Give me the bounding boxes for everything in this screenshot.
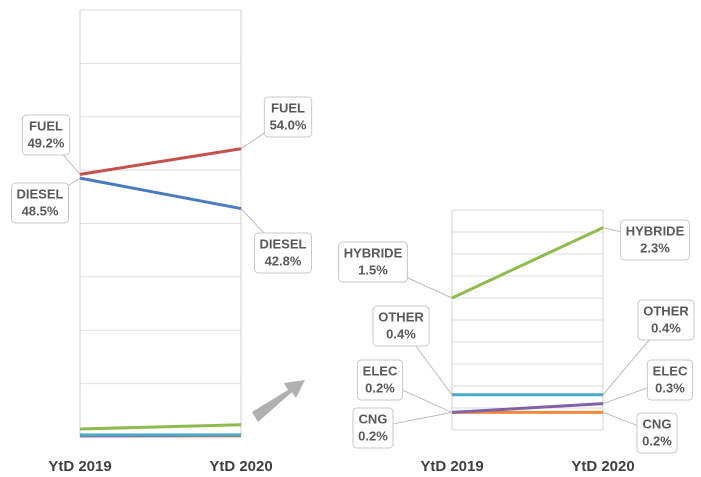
label-box [636,412,678,454]
data-label: CNG 0.2% [352,407,394,449]
series-line [79,176,242,211]
label-box [10,182,70,224]
series-name: CNG [643,416,672,431]
value-label: 0.3% [655,380,685,395]
data-label: FUEL 49.2% [21,114,71,156]
data-label: ELEC 0.2% [356,359,404,401]
label-box [21,114,71,156]
series-name: FUEL [29,118,63,133]
label-box [637,299,695,341]
value-label: 0.2% [642,433,672,448]
data-label: DIESEL 42.8% [253,232,313,274]
series-name: ELEC [363,363,398,378]
arrow [252,380,305,422]
label-box [263,96,313,138]
data-label: OTHER 0.4% [637,299,695,341]
value-label: 1.5% [358,262,388,277]
value-label: 0.4% [651,320,681,335]
series-line [451,402,604,414]
label-box [253,232,313,274]
x-tick-label: YtD 2019 [48,458,111,475]
label-box [620,219,690,261]
data-label: CNG 0.2% [636,412,678,454]
series-line [451,226,604,300]
x-tick-label: YtD 2020 [209,458,272,475]
label-box [338,241,408,283]
series-name: DIESEL [260,236,307,251]
value-label: 0.4% [386,326,416,341]
series-line [79,147,242,176]
value-label: 49.2% [28,135,65,150]
label-box [352,407,394,449]
series-name: HYBRIDE [626,223,685,238]
series-name: DIESEL [17,186,64,201]
data-label: HYBRIDE 1.5% [338,241,408,283]
series-name: ELEC [653,363,688,378]
series-name: HYBRIDE [344,245,403,260]
label-box [646,359,694,401]
series-name: OTHER [643,303,689,318]
x-tick-label: YtD 2019 [420,458,483,475]
data-label: DIESEL 48.5% [10,182,70,224]
value-label: 54.0% [270,117,307,132]
data-label: FUEL 54.0% [263,96,313,138]
value-label: 0.2% [365,380,395,395]
value-label: 2.3% [640,240,670,255]
series-name: CNG [359,411,388,426]
label-box [356,359,404,401]
data-label: ELEC 0.3% [646,359,694,401]
label-box [372,305,430,347]
x-tick-label: YtD 2020 [571,458,634,475]
data-label: HYBRIDE 2.3% [620,219,690,261]
series-line [79,423,242,431]
value-label: 48.5% [22,203,59,218]
series-name: OTHER [378,309,424,324]
value-label: 0.2% [358,428,388,443]
series-name: FUEL [271,100,305,115]
data-label: OTHER 0.4% [372,305,430,347]
value-label: 42.8% [265,253,302,268]
